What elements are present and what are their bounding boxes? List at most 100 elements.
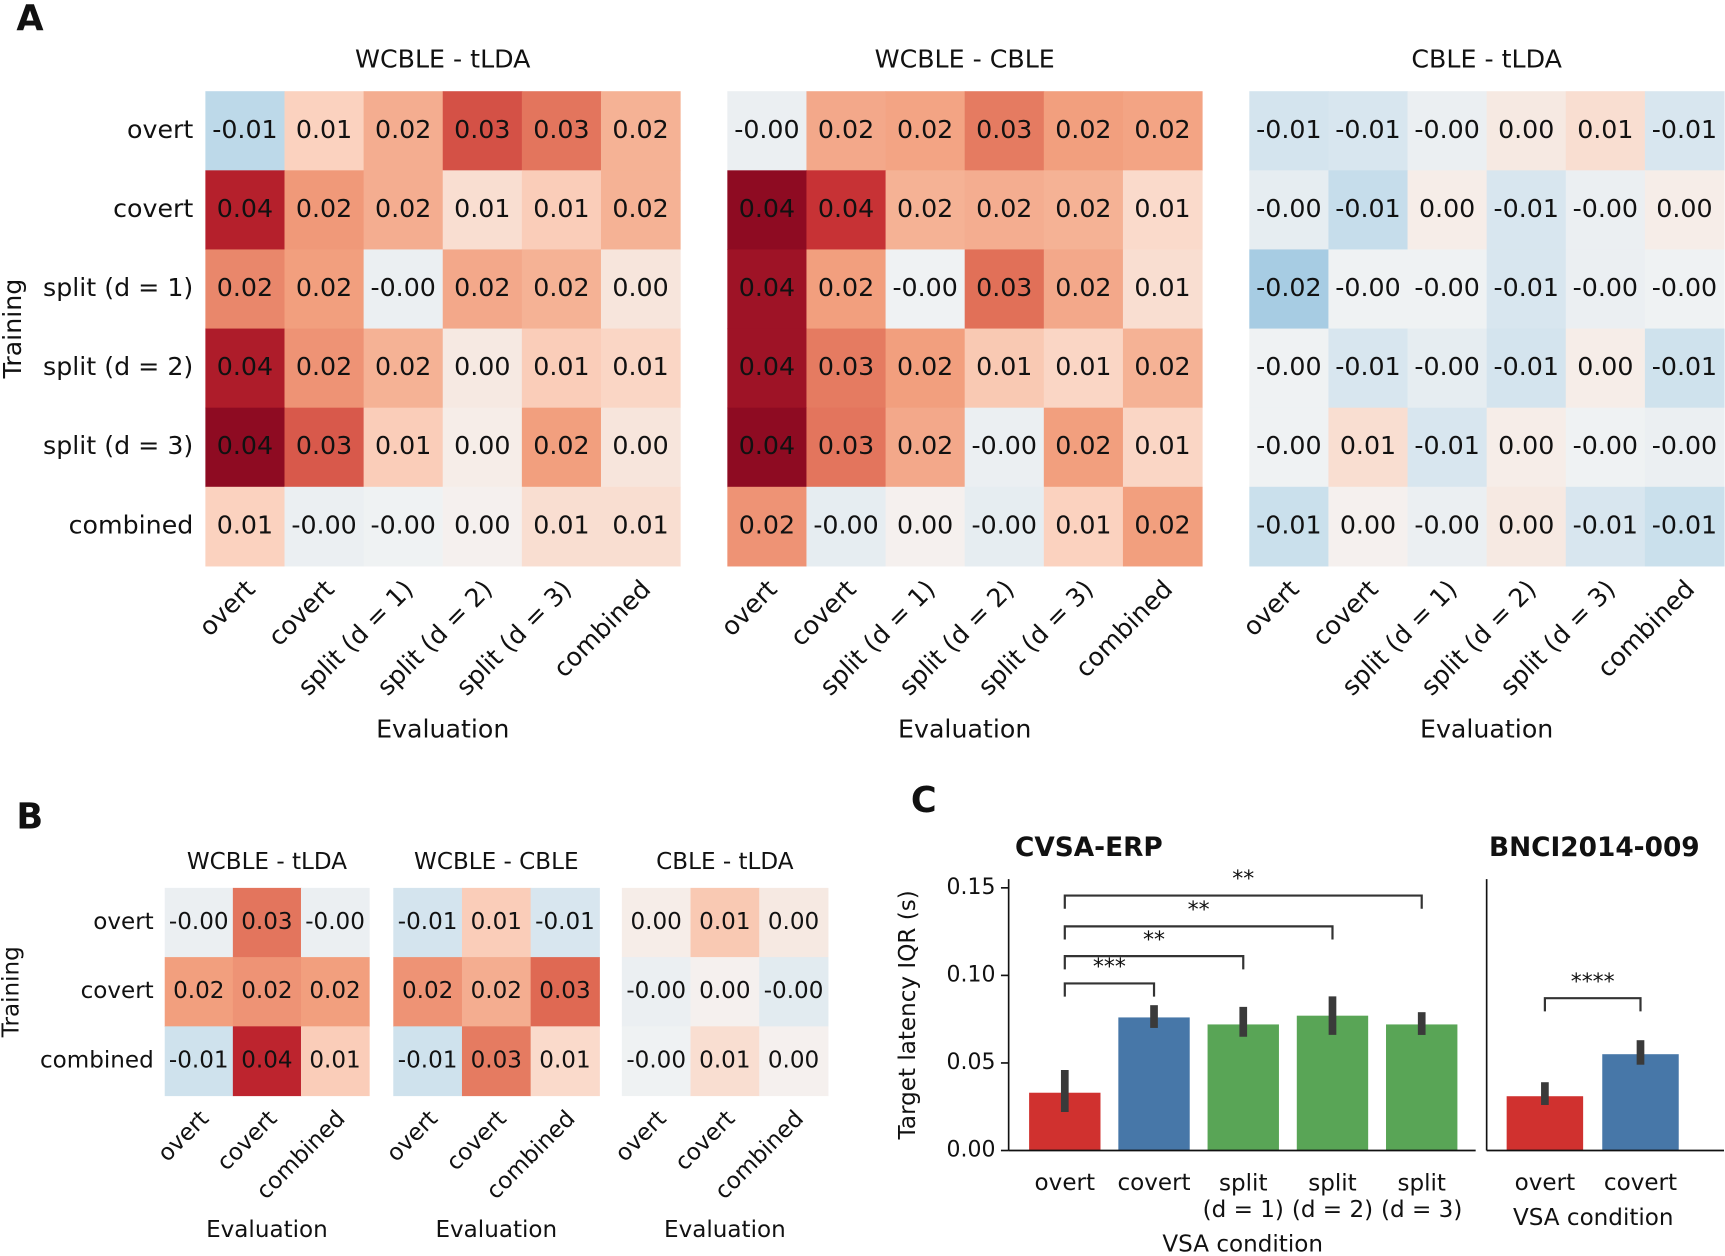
cell-label: 0.04 xyxy=(739,352,795,381)
heatmap-cell xyxy=(1122,249,1203,330)
cell-label: 0.02 xyxy=(309,978,360,1004)
cell-label: -0.01 xyxy=(1652,115,1717,144)
cell-label: 0.00 xyxy=(1419,194,1475,223)
cell-label: 0.02 xyxy=(818,115,874,144)
cell-label: -0.00 xyxy=(972,431,1037,460)
y-axis-label: Target latency IQR (s) xyxy=(895,890,921,1140)
heatmap-cell xyxy=(1486,249,1567,330)
heatmap-title: CBLE - tLDA xyxy=(1411,44,1562,73)
heatmap-cell xyxy=(442,170,523,250)
heatmap-cell xyxy=(600,486,681,567)
y-tick-label: split (d = 3) xyxy=(43,431,193,460)
y-tick-label: covert xyxy=(81,978,154,1004)
heatmap-cell xyxy=(621,887,692,958)
heatmap-cell xyxy=(461,887,532,958)
heatmap-cell xyxy=(885,249,966,330)
heatmap-title: WCBLE - CBLE xyxy=(875,44,1055,73)
heatmap-cell xyxy=(806,486,887,567)
heatmap-cell xyxy=(1644,328,1725,409)
cell-label: 0.01 xyxy=(471,909,522,935)
x-axis-label: Evaluation xyxy=(435,1217,557,1243)
heatmap-cell xyxy=(232,1026,302,1097)
panel-label: C xyxy=(911,780,937,821)
cell-label: 0.02 xyxy=(296,273,352,302)
y-axis-label: Training xyxy=(0,279,27,380)
y-tick-label: 0.00 xyxy=(947,1138,996,1163)
cell-label: 0.04 xyxy=(217,352,273,381)
cell-label: -0.00 xyxy=(291,510,356,539)
cell-label: 0.01 xyxy=(1055,510,1111,539)
cell-label: 0.02 xyxy=(173,978,224,1004)
heatmap-cell xyxy=(1565,407,1646,488)
x-tick-label: covert xyxy=(785,574,862,651)
cell-label: -0.01 xyxy=(1256,115,1321,144)
heatmap-cell xyxy=(727,170,808,250)
heatmap-cell xyxy=(164,957,234,1027)
x-tick-label: covert xyxy=(1307,574,1384,651)
heatmap-cell xyxy=(530,957,600,1027)
heatmap-cell xyxy=(759,957,829,1027)
cell-label: 0.02 xyxy=(897,352,953,381)
cell-label: 0.03 xyxy=(471,1047,522,1073)
significance-label: ** xyxy=(1143,928,1165,953)
x-tick-label: overt xyxy=(1035,1170,1095,1196)
cell-label: 0.02 xyxy=(471,978,522,1004)
chart-title: BNCI2014-009 xyxy=(1489,833,1700,863)
heatmap-cell xyxy=(521,249,602,330)
panel-label: A xyxy=(16,0,44,39)
heatmap-cell xyxy=(806,328,887,409)
heatmap-cell xyxy=(1328,249,1409,330)
cell-label: 0.02 xyxy=(454,273,510,302)
heatmap-cell xyxy=(164,887,234,958)
cell-label: -0.02 xyxy=(1256,273,1321,302)
heatmap-cell xyxy=(1249,91,1329,171)
cell-label: -0.00 xyxy=(169,909,229,935)
bar xyxy=(1296,1015,1369,1151)
heatmap-cell xyxy=(600,328,681,409)
heatmap-title: WCBLE - tLDA xyxy=(187,849,347,875)
cell-label: -0.00 xyxy=(1335,273,1400,302)
heatmap-cell xyxy=(964,486,1045,567)
heatmap-cell xyxy=(521,91,602,171)
cell-label: 0.01 xyxy=(454,194,510,223)
y-tick-label: 0.05 xyxy=(947,1050,996,1075)
heatmap-cell xyxy=(284,328,365,409)
cell-label: -0.01 xyxy=(1414,431,1479,460)
cell-label: 0.02 xyxy=(1134,510,1190,539)
cell-label: 0.01 xyxy=(1340,431,1396,460)
heatmap-cell xyxy=(205,91,286,171)
cell-label: 0.04 xyxy=(217,431,273,460)
significance-label: *** xyxy=(1093,955,1126,980)
cell-label: 0.00 xyxy=(1498,431,1554,460)
cell-label: -0.00 xyxy=(626,978,686,1004)
x-tick-label: overt xyxy=(610,1106,671,1167)
cell-label: 0.00 xyxy=(768,1047,819,1073)
cell-label: -0.00 xyxy=(1414,115,1479,144)
bar xyxy=(1602,1054,1679,1151)
heatmap-cell xyxy=(1328,170,1409,250)
cell-label: -0.00 xyxy=(1652,273,1717,302)
cell-label: 0.01 xyxy=(375,431,431,460)
cell-label: 0.02 xyxy=(897,115,953,144)
y-axis-label: Training xyxy=(0,946,24,1038)
heatmap-cell xyxy=(885,91,966,171)
heatmap-cell xyxy=(442,249,523,330)
cell-label: 0.03 xyxy=(818,352,874,381)
cell-label: 0.00 xyxy=(1656,194,1712,223)
cell-label: -0.00 xyxy=(626,1047,686,1073)
bar xyxy=(1207,1024,1279,1151)
cell-label: 0.02 xyxy=(375,194,431,223)
cell-label: -0.01 xyxy=(1494,194,1559,223)
heatmap-cell xyxy=(1043,249,1124,330)
heatmap-cell xyxy=(600,91,681,171)
heatmap-cell xyxy=(284,249,365,330)
cell-label: 0.02 xyxy=(897,194,953,223)
cell-label: 0.03 xyxy=(454,115,510,144)
heatmap-cell xyxy=(1486,407,1567,488)
cell-label: -0.01 xyxy=(1256,510,1321,539)
heatmap-cell xyxy=(1486,91,1567,171)
cell-label: 0.02 xyxy=(818,273,874,302)
heatmap-cell xyxy=(1486,170,1567,250)
cell-label: -0.01 xyxy=(1335,115,1400,144)
